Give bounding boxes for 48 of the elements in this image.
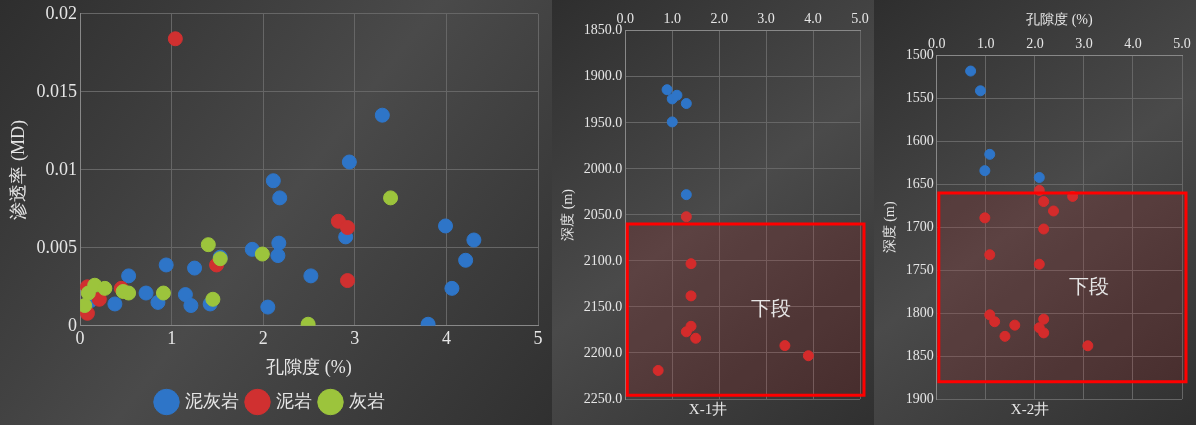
y-tick-label: 0.02 (45, 2, 78, 23)
legend-label: 泥灰岩 (184, 390, 239, 411)
y-tick-label: 0.005 (36, 236, 78, 257)
x-tick-label: 1.0 (977, 35, 995, 51)
x-tick-label: 4 (441, 328, 451, 349)
x-tick-label: 5 (533, 328, 543, 349)
y-tick-label: 1650 (905, 176, 934, 192)
x-tick-label: 2 (258, 328, 268, 349)
y-tick-label: 2150.0 (583, 298, 623, 314)
x-tick-label: 3.0 (757, 11, 775, 27)
y-tick-label: 2000.0 (583, 160, 623, 176)
x-tick-label: 1 (167, 328, 177, 349)
y-tick-label: 1850 (905, 347, 934, 363)
y-tick-label: 2100.0 (583, 252, 623, 268)
y-axis-title: 深度 (m) (560, 188, 577, 241)
legend-label: 泥岩 (275, 390, 312, 411)
y-tick-label: 1900.0 (583, 68, 623, 84)
y-tick-label: 1600 (905, 133, 934, 149)
x-axis-title: 孔隙度 (%) (266, 356, 352, 378)
x-tick-label: 3 (350, 328, 360, 349)
y-tick-label: 0.015 (36, 80, 78, 101)
y-tick-label: 1750 (905, 261, 934, 277)
legend-label: 灰岩 (348, 390, 385, 411)
y-tick-label: 0.01 (45, 158, 78, 179)
y-axis-title: 深度 (m) (882, 201, 899, 254)
x-tick-label: 1.0 (663, 11, 681, 27)
y-tick-label: 1800 (905, 304, 934, 320)
text: X-2井 (1010, 400, 1050, 417)
x-tick-label: 4.0 (804, 11, 822, 27)
y-tick-label: 2250.0 (583, 390, 623, 406)
x-tick-label: 2.0 (1026, 35, 1044, 51)
y-tick-label: 1950.0 (583, 114, 623, 130)
x-tick-label: 5.0 (851, 11, 869, 27)
y-tick-label: 1550 (905, 90, 934, 106)
band-label: 下段 (1068, 274, 1109, 297)
x-tick-label: 2.0 (710, 11, 728, 27)
x-tick-label: 5.0 (1173, 35, 1191, 51)
y-tick-label: 1900 (905, 390, 934, 406)
y-tick-label: 2050.0 (583, 206, 623, 222)
y-axis-title: 渗透率 (MD) (7, 120, 29, 220)
x-tick-label: 3.0 (1075, 35, 1093, 51)
x-axis-title: 孔隙度 (%) (1026, 12, 1093, 29)
y-tick-label: 1700 (905, 218, 934, 234)
text: X-1井 (688, 400, 728, 417)
band-label: 下段 (750, 296, 791, 319)
y-tick-label: 2200.0 (583, 344, 623, 360)
y-tick-label: 1850.0 (583, 22, 623, 38)
x-tick-label: 4.0 (1124, 35, 1142, 51)
